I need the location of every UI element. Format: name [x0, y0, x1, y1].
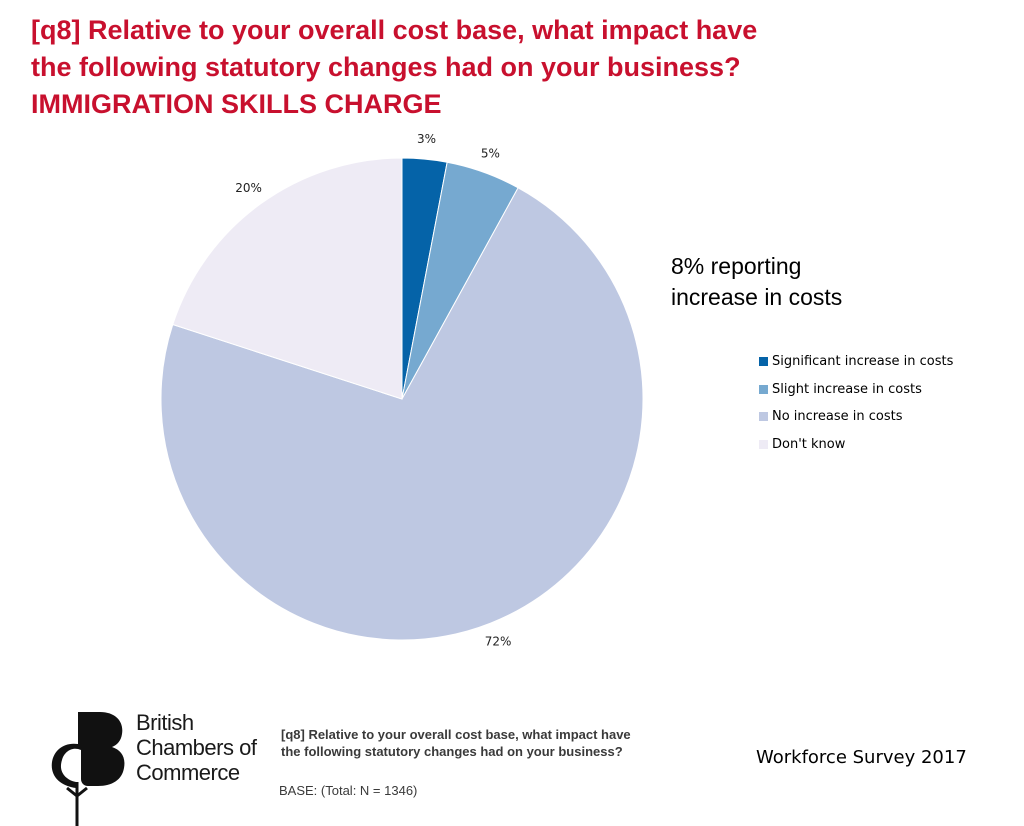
legend-swatch	[759, 412, 768, 422]
chart-legend: Significant increase in costs Slight inc…	[759, 348, 953, 458]
logo-line-1: British	[136, 710, 194, 735]
footnote-line-2: the following statutory changes had on y…	[281, 744, 623, 759]
title-line-2: the following statutory changes had on y…	[31, 52, 741, 82]
pie-label-slight: 5%	[481, 146, 500, 160]
logo-line-3: Commerce	[136, 760, 240, 785]
pie-labels: 3% 5% 72% 20%	[235, 132, 511, 649]
legend-item-no-increase: No increase in costs	[759, 403, 953, 431]
legend-item-significant: Significant increase in costs	[759, 348, 953, 376]
legend-swatch	[759, 357, 768, 367]
title-line-1: [q8] Relative to your overall cost base,…	[31, 15, 758, 45]
pie-slice-no-increase	[160, 187, 644, 641]
increase-callout: 8% reporting increase in costs	[671, 251, 931, 313]
logo-line-2: Chambers of	[136, 735, 257, 760]
legend-label: Significant increase in costs	[772, 354, 954, 370]
callout-line-1: 8% reporting	[671, 253, 802, 279]
callout-line-2: increase in costs	[671, 284, 843, 310]
base-note: BASE: (Total: N = 1346)	[279, 783, 418, 798]
pie-label-significant: 3%	[417, 132, 436, 146]
legend-item-dont-know: Don't know	[759, 431, 953, 459]
legend-swatch	[759, 384, 768, 394]
pie-label-no-increase: 72%	[485, 635, 512, 649]
pie-slices	[160, 157, 644, 641]
bcc-logo-icon	[51, 712, 125, 826]
pie-slice-dont-know	[172, 157, 403, 400]
footnote-line-1: [q8] Relative to your overall cost base,…	[281, 727, 631, 742]
legend-item-slight: Slight increase in costs	[759, 376, 953, 404]
legend-label: Don't know	[772, 436, 846, 452]
bcc-logo-text: British Chambers of Commerce	[136, 710, 257, 785]
survey-name: Workforce Survey 2017	[756, 747, 967, 768]
legend-swatch	[759, 439, 768, 449]
pie-label-dont-know: 20%	[235, 181, 262, 195]
question-footnote: [q8] Relative to your overall cost base,…	[281, 726, 701, 760]
legend-label: Slight increase in costs	[772, 381, 922, 397]
legend-label: No increase in costs	[772, 409, 903, 425]
title-line-3: IMMIGRATION SKILLS CHARGE	[31, 89, 442, 119]
page-title: [q8] Relative to your overall cost base,…	[31, 12, 911, 123]
